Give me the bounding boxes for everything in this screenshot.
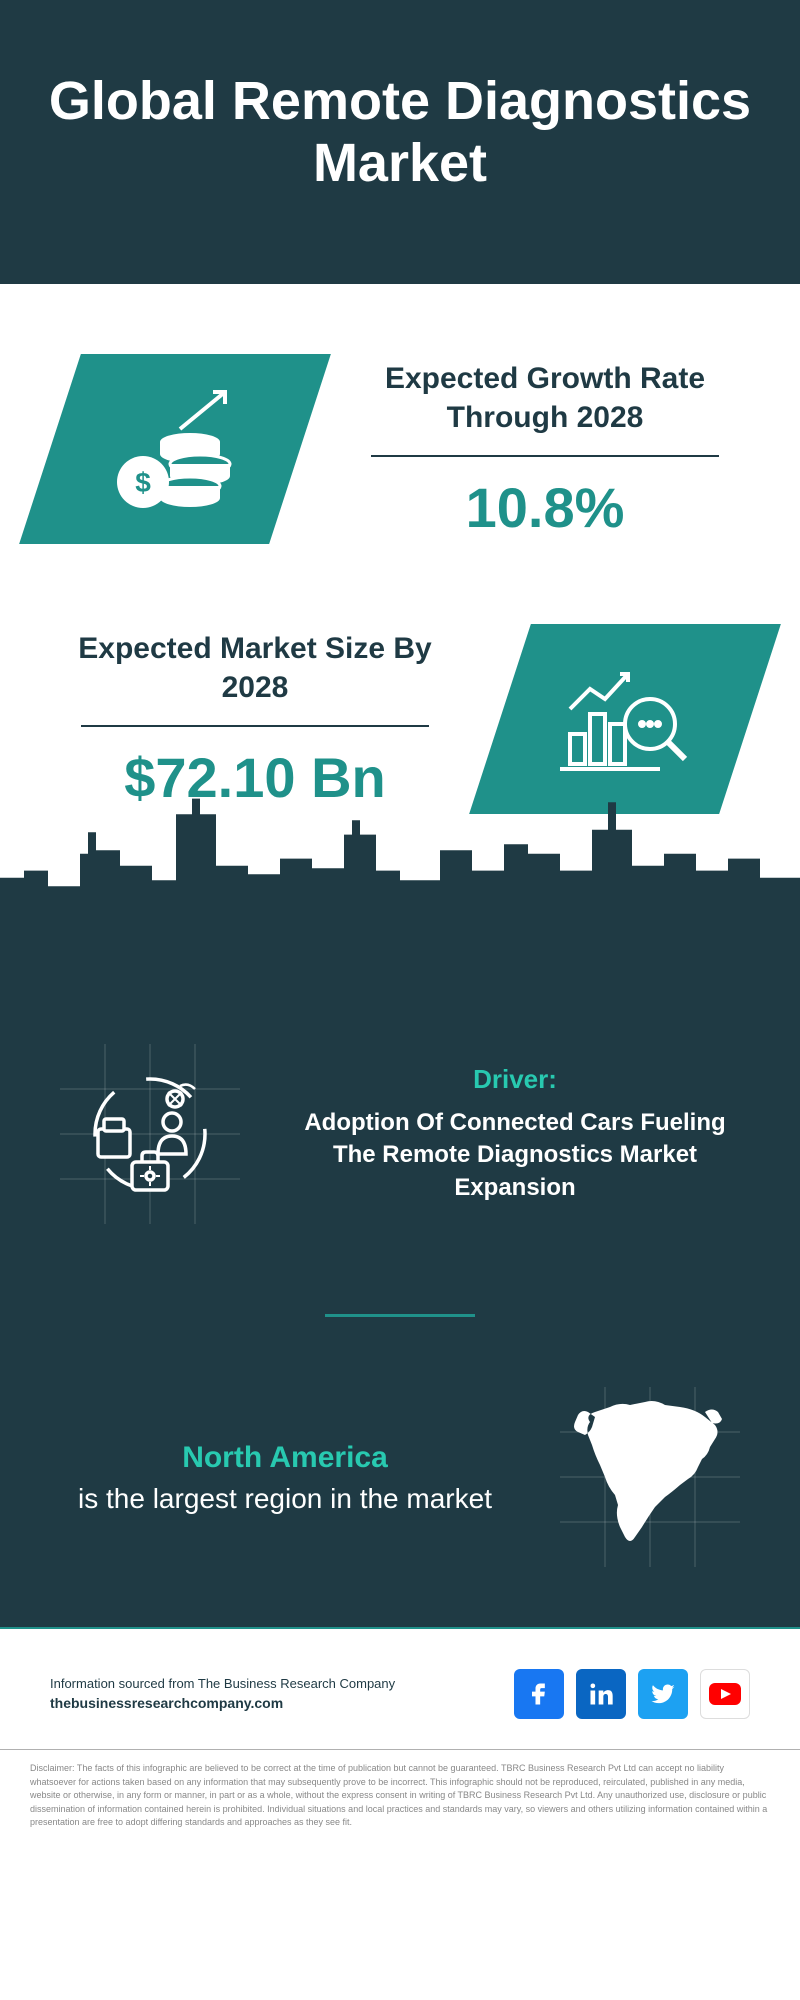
section-divider	[325, 1314, 475, 1317]
stats-section: $ Expected Growth Rate Through 2028 10.8…	[0, 284, 800, 934]
growth-label: Expected Growth Rate Through 2028	[340, 359, 750, 437]
driver-description: Adoption Of Connected Cars Fueling The R…	[290, 1107, 740, 1204]
disclaimer-text: Disclaimer: The facts of this infographi…	[30, 1762, 770, 1830]
dark-section: Driver: Adoption Of Connected Cars Fueli…	[0, 1044, 800, 1627]
linkedin-icon[interactable]	[576, 1669, 626, 1719]
region-highlight: North America	[182, 1441, 388, 1474]
twitter-icon[interactable]	[638, 1669, 688, 1719]
chart-analysis-icon	[550, 654, 700, 784]
region-description: is the largest region in the market	[78, 1483, 492, 1514]
footer: Information sourced from The Business Re…	[0, 1627, 800, 1739]
driver-icon-container	[60, 1044, 240, 1224]
youtube-icon[interactable]	[700, 1669, 750, 1719]
divider	[81, 725, 430, 727]
skyline-graphic	[0, 904, 800, 1044]
driver-label: Driver:	[290, 1064, 740, 1095]
divider	[371, 455, 720, 457]
connected-services-icon	[60, 1044, 240, 1224]
market-icon-container	[469, 624, 781, 814]
growth-value: 10.8%	[340, 475, 750, 540]
footer-source: Information sourced from The Business Re…	[50, 1674, 395, 1715]
north-america-map-icon	[560, 1387, 740, 1567]
facebook-icon[interactable]	[514, 1669, 564, 1719]
money-growth-icon: $	[105, 384, 245, 514]
growth-icon-container: $	[19, 354, 331, 544]
driver-text: Driver: Adoption Of Connected Cars Fueli…	[290, 1064, 740, 1204]
disclaimer-section: Disclaimer: The facts of this infographi…	[0, 1749, 800, 1860]
source-url: thebusinessresearchcompany.com	[50, 1693, 395, 1714]
market-value: $72.10 Bn	[50, 745, 460, 810]
header-banner: Global Remote Diagnostics Market	[0, 0, 800, 284]
market-text: Expected Market Size By 2028 $72.10 Bn	[50, 629, 460, 810]
svg-text:$: $	[135, 467, 151, 498]
page-title: Global Remote Diagnostics Market	[40, 70, 760, 194]
market-label: Expected Market Size By 2028	[50, 629, 460, 707]
source-text: Information sourced from The Business Re…	[50, 1674, 395, 1694]
driver-block: Driver: Adoption Of Connected Cars Fueli…	[60, 1044, 740, 1224]
region-block: North America is the largest region in t…	[60, 1387, 740, 1567]
growth-rate-stat: $ Expected Growth Rate Through 2028 10.8…	[50, 354, 750, 544]
market-size-stat: Expected Market Size By 2028 $72.10 Bn	[50, 624, 750, 814]
growth-text: Expected Growth Rate Through 2028 10.8%	[340, 359, 750, 540]
region-icon-container	[560, 1387, 740, 1567]
region-text: North America is the largest region in t…	[60, 1437, 510, 1518]
social-icons	[514, 1669, 750, 1719]
